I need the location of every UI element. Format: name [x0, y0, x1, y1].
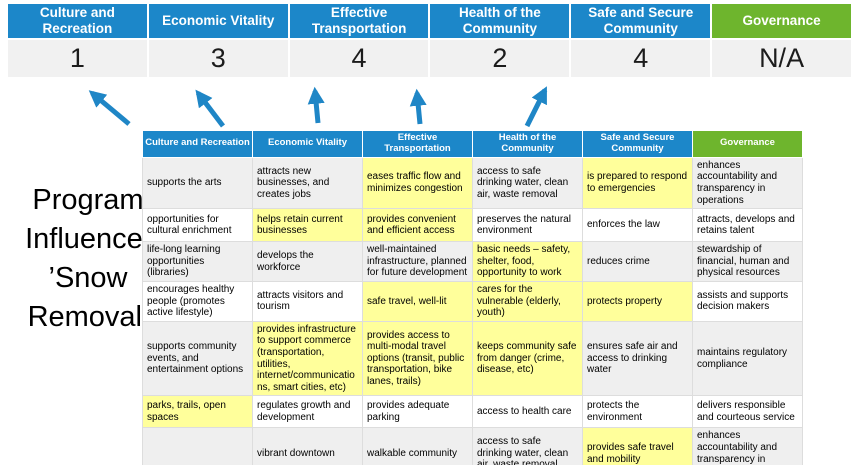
matrix-column-header-culture-and-recreation: Culture and Recreation [142, 130, 253, 158]
matrix-cell-highlighted: provides safe travel and mobility [582, 427, 693, 465]
matrix-cell: supports the arts [142, 156, 253, 210]
arrow-up-icon [524, 86, 548, 128]
matrix-cell: enforces the law [582, 208, 693, 243]
matrix-column-header-health-of-the-community: Health of the Community [472, 130, 583, 158]
matrix-cell-highlighted: provides infrastructure to support comme… [252, 320, 363, 397]
matrix-cell-highlighted: is prepared to respond to emergencies [582, 156, 693, 210]
matrix-cell-highlighted: keeps community safe from danger (crime,… [472, 320, 583, 397]
matrix-cell: ensures safe air and access to drinking … [582, 320, 693, 397]
matrix-cell-highlighted: provides access to multi-modal travel op… [362, 320, 473, 397]
matrix-cell: preserves the natural environment [472, 208, 583, 243]
matrix-cell: life-long learning opportunities (librar… [142, 241, 253, 282]
scorecard-header-culture-and-recreation: Culture and Recreation [8, 4, 147, 38]
matrix-cell: access to safe drinking water, clean air… [472, 156, 583, 210]
scorecard-value-effective-transportation: 4 [289, 40, 429, 77]
scorecard-value-governance: N/A [712, 40, 851, 77]
matrix-cell-highlighted: safe travel, well-lit [362, 281, 473, 322]
arrow-up-icon [307, 86, 325, 124]
matrix-cell: supports community events, and entertain… [142, 320, 253, 397]
matrix-row: supports community events, and entertain… [142, 320, 803, 397]
arrow-up-icon [88, 90, 131, 126]
scorecard-value-safe-and-secure-community: 4 [571, 40, 711, 77]
matrix-cell-highlighted: protects property [582, 281, 693, 322]
matrix-cell: access to health care [472, 395, 583, 429]
matrix-body: supports the arts attracts new businesses… [142, 156, 803, 465]
matrix-cell: develops the workforce [252, 241, 363, 282]
matrix-cell: maintains regulatory compliance [692, 320, 803, 397]
matrix-column-header-safe-and-secure-community: Safe and Secure Community [582, 130, 693, 158]
matrix-cell: enhances accountability and transparency… [692, 156, 803, 210]
matrix-cell: protects the environment [582, 395, 693, 429]
scorecard-header-health-of-the-community: Health of the Community [430, 4, 570, 38]
arrow-up-icon [195, 89, 225, 128]
scorecard-header-governance: Governance [712, 4, 851, 38]
matrix-cell: walkable community [362, 427, 473, 465]
matrix-cell: enhances accountability and transparency… [692, 427, 803, 465]
matrix-cell: reduces crime [582, 241, 693, 282]
scorecard-header-safe-and-secure-community: Safe and Secure Community [571, 4, 711, 38]
matrix-column-header-effective-transportation: Effective Transportation [362, 130, 473, 158]
matrix-cell: attracts, develops and retains talent [692, 208, 803, 243]
matrix-column-header-governance: Governance [692, 130, 803, 158]
matrix-cell: vibrant downtown [252, 427, 363, 465]
matrix-cell: stewardship of financial, human and phys… [692, 241, 803, 282]
matrix-cell-highlighted: parks, trails, open spaces [142, 395, 253, 429]
matrix-row: parks, trails, open spaces regulates grow… [142, 395, 803, 429]
matrix-header: Culture and Recreation Economic Vitality E… [142, 130, 803, 158]
arrow-up-icon [409, 88, 427, 125]
matrix-cell-highlighted: basic needs – safety, shelter, food, opp… [472, 241, 583, 282]
scorecard-header-economic-vitality: Economic Vitality [148, 4, 288, 38]
scorecard-value-culture-and-recreation: 1 [8, 40, 147, 77]
matrix-row: life-long learning opportunities (librar… [142, 241, 803, 282]
matrix-cell: encourages healthy people (promotes acti… [142, 281, 253, 322]
matrix-cell-highlighted: cares for the vulnerable (elderly, youth… [472, 281, 583, 322]
scorecard: Culture and Recreation Economic Vitality E… [8, 4, 851, 77]
matrix-header-row: Culture and Recreation Economic Vitality E… [142, 130, 803, 158]
matrix-row: supports the arts attracts new businesses… [142, 156, 803, 210]
matrix-cell-highlighted: provides convenient and efficient access [362, 208, 473, 243]
matrix-row: opportunities for cultural enrichment hel… [142, 208, 803, 243]
priorities-matrix: Culture and Recreation Economic Vitality E… [142, 130, 803, 465]
matrix-cell [142, 427, 253, 465]
matrix-cell: delivers responsible and courteous servi… [692, 395, 803, 429]
matrix-cell: attracts visitors and tourism [252, 281, 363, 322]
matrix-row: vibrant downtown walkable community access… [142, 427, 803, 465]
matrix-cell: assists and supports decision makers [692, 281, 803, 322]
matrix-cell: well-maintained infrastructure, planned … [362, 241, 473, 282]
matrix-row: encourages healthy people (promotes acti… [142, 281, 803, 322]
matrix-column-header-economic-vitality: Economic Vitality [252, 130, 363, 158]
scorecard-header-effective-transportation: Effective Transportation [289, 4, 429, 38]
matrix-cell: provides adequate parking [362, 395, 473, 429]
matrix-cell: access to safe drinking water, clean air… [472, 427, 583, 465]
matrix-cell: regulates growth and development [252, 395, 363, 429]
scorecard-value-health-of-the-community: 2 [430, 40, 570, 77]
matrix-cell-highlighted: helps retain current businesses [252, 208, 363, 243]
matrix-cell-highlighted: eases traffic flow and minimizes congest… [362, 156, 473, 210]
matrix-cell: attracts new businesses, and creates job… [252, 156, 363, 210]
program-influence-label: Program Influence: ’Snow Removal’ [25, 184, 151, 334]
matrix-cell: opportunities for cultural enrichment [142, 208, 253, 243]
scorecard-value-economic-vitality: 3 [148, 40, 288, 77]
